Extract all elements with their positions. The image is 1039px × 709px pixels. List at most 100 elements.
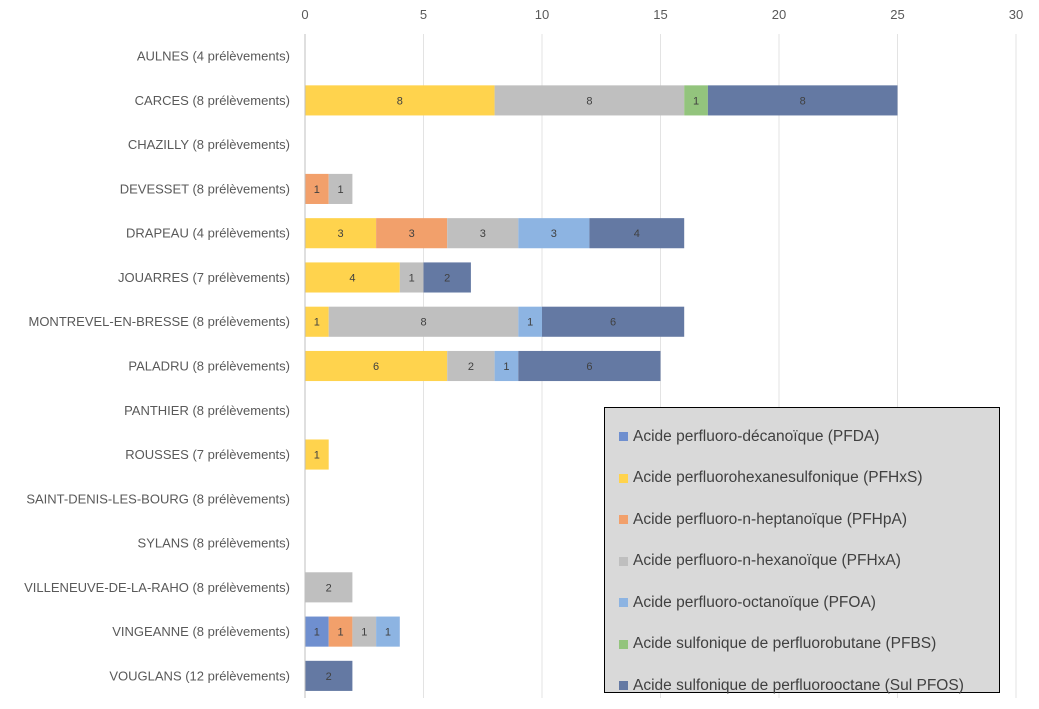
bar-segment [305, 616, 329, 647]
data-label: 6 [373, 361, 379, 373]
category-label: ROUSSES (7 prélèvements) [125, 447, 290, 462]
data-label: 1 [503, 361, 509, 373]
bar-segment [305, 173, 329, 204]
category-label: PANTHIER (8 prélèvements) [124, 403, 290, 418]
legend-swatch-icon [619, 681, 628, 691]
legend-label: Acide sulfonique de perfluorobutane (PFB… [633, 635, 937, 653]
category-label: CHAZILLY (8 prélèvements) [128, 137, 290, 152]
data-label: 8 [800, 95, 806, 107]
data-label: 8 [397, 95, 403, 107]
category-label: VILLENEUVE-DE-LA-RAHO (8 prélèvements) [24, 580, 290, 595]
data-label: 4 [349, 272, 355, 284]
category-label: VINGEANNE (8 prélèvements) [112, 624, 290, 639]
data-label: 1 [337, 184, 343, 196]
x-axis-ticks: 0 5 10 15 20 25 30 [301, 7, 1023, 22]
category-label: PALADRU (8 prélèvements) [128, 359, 290, 374]
bar-segment [376, 616, 400, 647]
bars: 8 8 1 8 1 1 3 3 3 3 4 4 1 2 1 8 1 6 6 2 1 6 1 2 1 1 1 1 2 [305, 85, 898, 691]
x-tick-label: 5 [420, 7, 427, 22]
data-label: 3 [409, 228, 415, 240]
bar-segment [305, 306, 329, 337]
bar-segment [518, 306, 542, 337]
data-label: 1 [337, 627, 343, 639]
bar-segment [328, 616, 353, 647]
bar-segment [518, 218, 590, 249]
bar-segment [542, 306, 685, 337]
bar-segment [305, 262, 400, 293]
bar-segment [305, 439, 329, 470]
data-label: 1 [314, 184, 320, 196]
x-tick-label: 30 [1009, 7, 1023, 22]
data-label: 1 [693, 95, 699, 107]
legend-item-pfoa: Acide perfluoro-octanoïque (PFOA) [619, 582, 999, 624]
legend-item-pfbs: Acide sulfonique de perfluorobutane (PFB… [619, 624, 999, 666]
bar-segment [399, 262, 424, 293]
data-label: 3 [480, 228, 486, 240]
legend-label: Acide perfluoro-n-heptanoïque (PFHpA) [633, 510, 907, 528]
data-label: 1 [527, 317, 533, 329]
x-tick-label: 25 [890, 7, 904, 22]
bar-segment [305, 572, 353, 603]
data-label: 3 [551, 228, 557, 240]
bar-segment [376, 218, 448, 249]
data-label: 2 [444, 272, 450, 284]
bar-segment [494, 85, 685, 116]
bar-segment [328, 173, 353, 204]
x-tick-label: 10 [535, 7, 549, 22]
data-label: 1 [361, 627, 367, 639]
data-label: 2 [326, 582, 332, 594]
category-label: VOUGLANS (12 prélèvements) [109, 668, 290, 683]
data-label: 3 [337, 228, 343, 240]
category-label: SAINT-DENIS-LES-BOURG (8 prélèvements) [26, 491, 290, 506]
legend-label: Acide sulfonique de perfluorooctane (Sul… [633, 676, 964, 694]
x-tick-label: 0 [301, 7, 308, 22]
bar-segment [447, 218, 519, 249]
legend-swatch-icon [619, 639, 628, 649]
x-tick-label: 15 [653, 7, 667, 22]
category-label: JOUARRES (7 prélèvements) [118, 270, 290, 285]
category-label: SYLANS (8 prélèvements) [138, 536, 290, 551]
legend-label: Acide perfluorohexanesulfonique (PFHxS) [633, 469, 923, 487]
legend: Acide perfluoro-décanoïque (PFDA) Acide … [604, 407, 1000, 694]
legend-swatch-icon [619, 473, 628, 483]
data-label: 6 [586, 361, 592, 373]
data-label: 1 [314, 317, 320, 329]
data-label: 8 [420, 317, 426, 329]
category-label: MONTREVEL-EN-BRESSE (8 prélèvements) [28, 314, 290, 329]
data-label: 1 [314, 450, 320, 462]
legend-item-pfhxs: Acide perfluorohexanesulfonique (PFHxS) [619, 458, 999, 500]
bar-segment [707, 85, 898, 116]
legend-item-pfos: Acide sulfonique de perfluorooctane (Sul… [619, 665, 999, 707]
bar-segment [328, 306, 519, 337]
legend-item-pfhxa: Acide perfluoro-n-hexanoïque (PFHxA) [619, 541, 999, 583]
bar-segment [684, 85, 708, 116]
data-label: 1 [385, 627, 391, 639]
category-label: DEVESSET (8 prélèvements) [120, 181, 290, 196]
bar-segment [305, 660, 353, 691]
legend-swatch-icon [619, 432, 628, 442]
data-label: 1 [314, 627, 320, 639]
data-label: 2 [468, 361, 474, 373]
bar-segment [447, 350, 495, 382]
data-label: 6 [610, 317, 616, 329]
legend-label: Acide perfluoro-octanoïque (PFOA) [633, 593, 876, 611]
bar-segment [589, 218, 685, 249]
category-label: AULNES (4 prélèvements) [137, 49, 290, 64]
legend-swatch-icon [619, 598, 628, 608]
legend-swatch-icon [619, 556, 628, 566]
data-label: 2 [326, 671, 332, 683]
bar-segment [305, 85, 495, 116]
bar-segment [423, 262, 471, 293]
bar-segment [305, 218, 377, 249]
legend-label: Acide perfluoro-décanoïque (PFDA) [633, 427, 880, 445]
legend-label: Acide perfluoro-n-hexanoïque (PFHxA) [633, 552, 901, 570]
category-label: DRAPEAU (4 prélèvements) [126, 226, 290, 241]
category-label: CARCES (8 prélèvements) [135, 93, 290, 108]
data-label: 1 [409, 272, 415, 284]
bar-segment [352, 616, 377, 647]
legend-item-pfhpa: Acide perfluoro-n-heptanoïque (PFHpA) [619, 499, 999, 541]
bar-segment [518, 350, 661, 382]
legend-item-pfda: Acide perfluoro-décanoïque (PFDA) [619, 416, 999, 458]
bar-segment [494, 350, 519, 382]
